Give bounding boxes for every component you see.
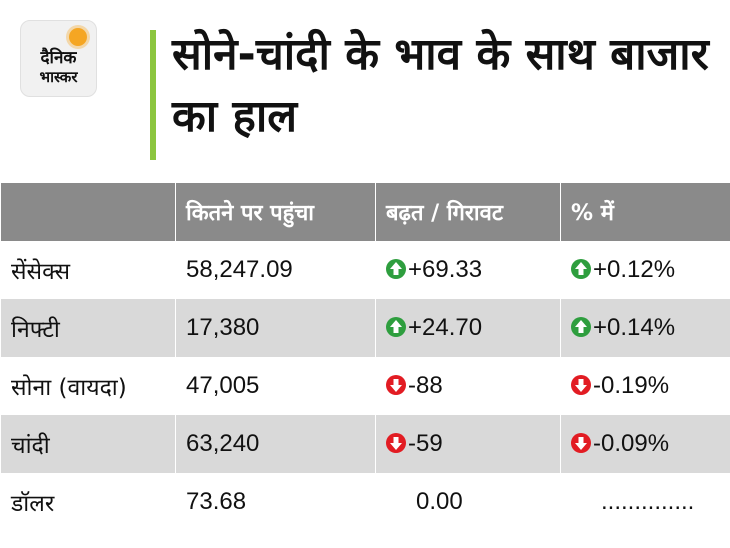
row-name: सोना (वायदा) (0, 357, 176, 415)
table-row: सोना (वायदा) 47,005 -88 -0.19% (0, 357, 730, 415)
page-title: सोने-चांदी के भाव के साथ बाजार का हाल (172, 29, 709, 142)
row-change-text: +24.70 (408, 314, 483, 341)
row-value: 47,005 (175, 357, 376, 415)
row-value: 63,240 (175, 415, 376, 473)
row-percent-text: +0.12% (593, 256, 676, 283)
row-value: 58,247.09 (175, 241, 376, 299)
row-percent: -0.09% (560, 415, 730, 473)
row-change-text: +69.33 (408, 256, 483, 283)
arrow-down-icon (571, 433, 591, 453)
logo-line-1: दैनिक (40, 48, 77, 68)
header-value: कितने पर पहुंचा (175, 183, 376, 241)
arrow-down-icon (386, 433, 406, 453)
row-change-text: -59 (408, 430, 443, 457)
row-change: -88 (375, 357, 561, 415)
arrow-down-icon (571, 375, 591, 395)
row-percent-text: -0.09% (593, 430, 670, 457)
arrow-up-icon (386, 259, 406, 279)
arrow-up-icon (571, 259, 591, 279)
row-change: +69.33 (375, 241, 561, 299)
table-row: निफ्टी 17,380 +24.70 +0.14% (0, 299, 730, 357)
row-change: 0.00 (375, 473, 561, 531)
row-percent-text: -0.19% (593, 372, 670, 399)
header-change: बढ़त / गिरावट (375, 183, 561, 241)
table-row: चांदी 63,240 -59 -0.09% (0, 415, 730, 473)
table-row: सेंसेक्स 58,247.09 +69.33 +0.12% (0, 241, 730, 299)
dainik-bhaskar-logo: दैनिक भास्कर (20, 20, 97, 97)
row-name: सेंसेक्स (0, 241, 176, 299)
row-name: चांदी (0, 415, 176, 473)
row-value: 73.68 (175, 473, 376, 531)
arrow-up-icon (386, 317, 406, 337)
row-percent-text: +0.14% (593, 314, 676, 341)
row-name: निफ्टी (0, 299, 176, 357)
accent-divider (150, 30, 156, 160)
row-change-text: -88 (408, 372, 443, 399)
table-header-row: कितने पर पहुंचा बढ़त / गिरावट % में (0, 183, 730, 241)
arrow-down-icon (386, 375, 406, 395)
sun-icon (69, 28, 87, 46)
row-percent: +0.12% (560, 241, 730, 299)
row-change: -59 (375, 415, 561, 473)
row-value: 17,380 (175, 299, 376, 357)
arrow-up-icon (571, 317, 591, 337)
logo-line-2: भास्कर (39, 68, 78, 86)
header-name (0, 183, 176, 241)
row-percent: -0.19% (560, 357, 730, 415)
row-change-text: 0.00 (416, 488, 463, 515)
row-percent: .............. (560, 473, 730, 531)
row-name: डॉलर (0, 473, 176, 531)
header: दैनिक भास्कर सोने-चांदी के भाव के साथ बा… (0, 0, 730, 183)
row-change: +24.70 (375, 299, 561, 357)
row-percent: +0.14% (560, 299, 730, 357)
market-table: कितने पर पहुंचा बढ़त / गिरावट % में सेंस… (0, 183, 730, 531)
table-row: डॉलर 73.68 0.00.............. (0, 473, 730, 531)
row-percent-text: .............. (601, 488, 695, 515)
header-percent: % में (560, 183, 730, 241)
